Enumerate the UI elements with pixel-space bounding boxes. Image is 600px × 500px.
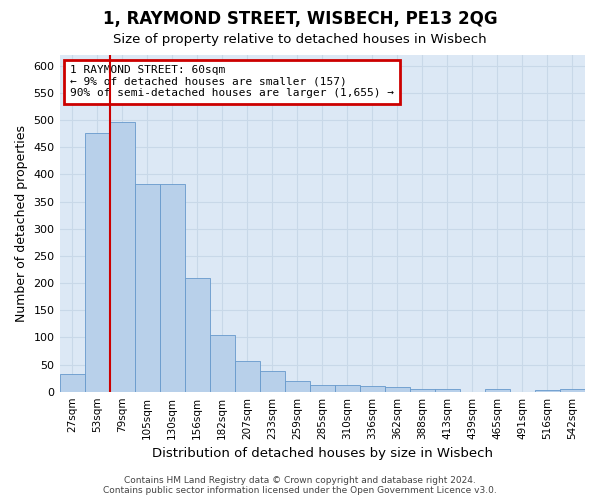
Text: 1 RAYMOND STREET: 60sqm
← 9% of detached houses are smaller (157)
90% of semi-de: 1 RAYMOND STREET: 60sqm ← 9% of detached…: [70, 65, 394, 98]
Bar: [435, 389, 460, 392]
Bar: [310, 384, 335, 392]
Y-axis label: Number of detached properties: Number of detached properties: [15, 125, 28, 322]
Bar: [385, 387, 410, 392]
Bar: [535, 390, 560, 392]
Bar: [485, 389, 510, 392]
Text: 1, RAYMOND STREET, WISBECH, PE13 2QG: 1, RAYMOND STREET, WISBECH, PE13 2QG: [103, 10, 497, 28]
Bar: [335, 384, 360, 392]
Bar: [110, 122, 134, 392]
Bar: [134, 184, 160, 392]
X-axis label: Distribution of detached houses by size in Wisbech: Distribution of detached houses by size …: [152, 447, 493, 460]
Text: Contains HM Land Registry data © Crown copyright and database right 2024.
Contai: Contains HM Land Registry data © Crown c…: [103, 476, 497, 495]
Bar: [410, 389, 435, 392]
Bar: [235, 360, 260, 392]
Text: Size of property relative to detached houses in Wisbech: Size of property relative to detached ho…: [113, 32, 487, 46]
Bar: [360, 386, 385, 392]
Bar: [285, 381, 310, 392]
Bar: [59, 374, 85, 392]
Bar: [185, 278, 209, 392]
Bar: [85, 133, 110, 392]
Bar: [560, 389, 585, 392]
Bar: [160, 184, 185, 392]
Bar: [260, 371, 285, 392]
Bar: [209, 335, 235, 392]
